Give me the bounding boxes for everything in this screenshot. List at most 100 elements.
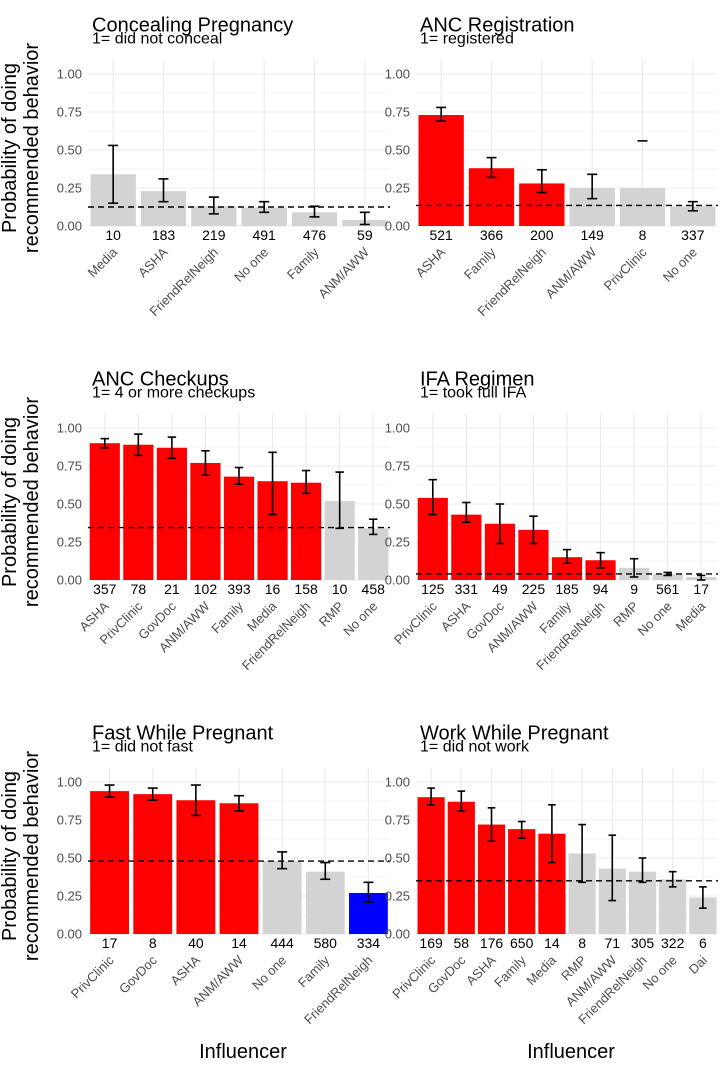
bar-asha [89, 443, 120, 580]
bar-no-one [659, 879, 687, 934]
sample-size-label: 8 [578, 935, 586, 951]
sample-size-label: 444 [270, 935, 294, 951]
sample-size-label: 650 [510, 935, 534, 951]
sample-size-label: 10 [332, 581, 348, 597]
x-axis-title-right: Influencer [527, 1041, 615, 1063]
y-tick-label: 0.00 [385, 927, 410, 942]
y-tick-label: 1.00 [385, 67, 410, 82]
bar-no-one [652, 573, 683, 580]
sample-size-label: 334 [357, 935, 381, 951]
sample-size-label: 169 [419, 935, 443, 951]
y-tick-label: 0.25 [385, 535, 410, 550]
panel-subtitle: 1= did not conceal [92, 30, 222, 47]
panel-subtitle: 1= 4 or more checkups [92, 384, 255, 401]
bar-govdoc [447, 801, 475, 934]
sample-size-label: 176 [480, 935, 504, 951]
bar-friendrelneigh [191, 206, 237, 226]
sample-size-label: 366 [480, 227, 504, 243]
y-axis-title-row1-line2: recommended behavior [21, 43, 43, 253]
y-tick-label: 0.75 [385, 813, 410, 828]
panel-title: Concealing Pregnancy [92, 15, 293, 37]
sample-size-label: 59 [357, 227, 373, 243]
sample-size-label: 458 [362, 581, 386, 597]
y-tick-label: 0.75 [57, 813, 82, 828]
y-axis-title-row2-line2: recommended behavior [21, 397, 43, 607]
y-tick-label: 0.50 [57, 851, 82, 866]
sample-size-label: 9 [630, 581, 638, 597]
y-tick-label: 0.25 [57, 181, 82, 196]
y-tick-label: 1.00 [57, 67, 82, 82]
y-tick-label: 0.25 [385, 889, 410, 904]
y-axis-title-row3-line2: recommended behavior [21, 751, 43, 961]
bar-family [305, 871, 345, 934]
y-tick-label: 0.00 [57, 573, 82, 588]
bar-privclinic [417, 797, 445, 934]
panel-subtitle: 1= did not work [420, 738, 530, 755]
bar-friendrelneigh [585, 560, 616, 580]
y-axis-title-row2: Probability of doing [0, 417, 21, 587]
sample-size-label: 322 [661, 935, 685, 951]
panel-subtitle: 1= did not fast [92, 738, 194, 755]
y-tick-label: 0.75 [385, 105, 410, 120]
sample-size-label: 357 [93, 581, 117, 597]
sample-size-label: 8 [149, 935, 157, 951]
sample-size-label: 102 [194, 581, 218, 597]
bar-privclinic [123, 444, 154, 580]
bar-no-one [670, 206, 716, 226]
sample-size-label: 10 [105, 227, 121, 243]
panel-title: ANC Checkups [92, 369, 229, 391]
sample-size-label: 6 [699, 935, 707, 951]
y-tick-label: 0.75 [385, 459, 410, 474]
sample-size-label: 40 [188, 935, 204, 951]
y-tick-label: 0.25 [57, 889, 82, 904]
y-tick-label: 0.00 [57, 219, 82, 234]
y-tick-label: 0.50 [385, 851, 410, 866]
sample-size-label: 149 [580, 227, 604, 243]
sample-size-label: 14 [231, 935, 247, 951]
y-tick-label: 0.75 [57, 459, 82, 474]
y-tick-label: 0.00 [57, 927, 82, 942]
y-tick-label: 0.25 [385, 181, 410, 196]
y-tick-label: 1.00 [385, 775, 410, 790]
sample-size-label: 58 [454, 935, 470, 951]
bar-asha [176, 800, 216, 934]
sample-size-label: 200 [530, 227, 554, 243]
y-tick-label: 0.00 [385, 573, 410, 588]
x-axis-title-left: Influencer [199, 1041, 287, 1063]
y-tick-label: 0.50 [57, 143, 82, 158]
panel-subtitle: 1= took full IFA [420, 384, 527, 401]
sample-size-label: 580 [314, 935, 338, 951]
y-tick-label: 1.00 [57, 421, 82, 436]
panel-title: ANC Registration [420, 15, 575, 37]
bar-govdoc [156, 447, 187, 580]
sample-size-label: 71 [605, 935, 621, 951]
bar-asha [418, 115, 464, 226]
y-tick-label: 0.50 [385, 143, 410, 158]
bar-privclinic [619, 188, 666, 226]
sample-size-label: 21 [164, 581, 180, 597]
y-tick-label: 1.00 [385, 421, 410, 436]
sample-size-label: 521 [429, 227, 453, 243]
sample-size-label: 78 [131, 581, 147, 597]
bar-privclinic [90, 791, 129, 934]
sample-size-label: 476 [303, 227, 327, 243]
sample-size-label: 158 [294, 581, 318, 597]
sample-size-label: 337 [681, 227, 705, 243]
bar-friendrelneigh [291, 482, 322, 580]
sample-size-label: 8 [639, 227, 647, 243]
bar-family [223, 476, 255, 580]
y-tick-label: 0.50 [57, 497, 82, 512]
sample-size-label: 49 [492, 581, 508, 597]
y-tick-label: 0.25 [57, 535, 82, 550]
bar-anm-aww [190, 462, 221, 580]
sample-size-label: 125 [421, 581, 445, 597]
bar-govdoc [133, 794, 173, 934]
y-axis-title-row1: Probability of doing [0, 63, 21, 233]
bar-no-one [262, 861, 302, 934]
sample-size-label: 17 [693, 581, 709, 597]
bar-family [508, 829, 536, 934]
